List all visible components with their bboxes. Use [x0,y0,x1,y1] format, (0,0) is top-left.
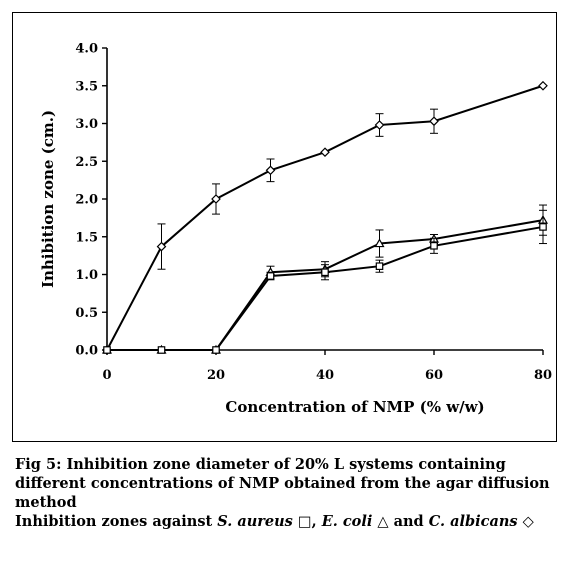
y-tick-label: 3.5 [75,79,98,94]
line-chart: 0.0 0.5 1.0 1.5 2.0 2.5 3.0 3.5 4.0 0 20 40 60 80 In… [39,42,552,417]
series-line-square [107,225,544,351]
y-tick-label: 0.5 [75,306,98,321]
figure-frame: 0.0 0.5 1.0 1.5 2.0 2.5 3.0 3.5 4.0 0 20 40 60 80 In… [12,12,557,442]
marker-square [321,268,329,277]
x-tick-label: 80 [534,368,552,383]
y-tick-label: 4.0 [75,42,98,57]
marker-square [539,223,547,231]
caption-text-a: Inhibition zones against [15,513,218,530]
y-tick-label: 3.0 [75,117,98,132]
y-tick-label: 2.0 [75,193,98,208]
caption-text-b: □, [292,513,322,530]
caption-line-2: different concentrations of NMP obtained… [15,475,550,492]
marker-diamond [211,194,221,204]
series-layer [101,80,549,355]
x-tick-label: 0 [102,368,111,383]
x-axis-label: Concentration of NMP (% w/w) [225,398,484,416]
y-tick-label: 0.0 [75,344,98,359]
marker-diamond [429,116,439,127]
marker-diamond [374,120,385,130]
marker-diamond [265,165,276,176]
caption-organism-s-aureus: S. aureus [217,513,293,530]
marker-square [375,262,384,270]
caption-line-3: method [15,494,77,511]
series-line-diamond [106,84,544,351]
caption-text-d: ◇ [517,513,534,530]
y-ticks: 0.0 0.5 1.0 1.5 2.0 2.5 3.0 3.5 4.0 [75,42,107,359]
caption-line-4: Inhibition zones against S. aureus □, E.… [15,512,555,531]
marker-square [212,346,220,354]
y-axis-label: Inhibition zone (cm.) [39,110,57,288]
x-tick-label: 60 [425,368,443,383]
marker-square [266,272,275,280]
caption-line-1: Fig 5: Inhibition zone diameter of 20% L… [15,456,506,473]
series-line-triangle [107,219,544,351]
x-tick-label: 40 [316,368,334,383]
marker-diamond [320,147,330,158]
marker-diamond [538,80,548,91]
y-tick-label: 1.5 [75,230,98,245]
marker-square [430,242,438,250]
x-tick-label: 20 [207,368,225,383]
y-tick-label: 1.0 [75,268,98,283]
series-square [103,209,547,354]
figure-caption: Fig 5: Inhibition zone diameter of 20% L… [15,455,555,531]
marker-square [157,346,166,354]
caption-text-c: △ and [372,513,429,530]
series-diamond [102,80,548,355]
caption-organism-c-albicans: C. albicans [428,513,518,530]
marker-diamond [156,241,167,252]
marker-triangle [374,238,385,248]
x-ticks: 0 20 40 60 80 [102,350,552,383]
caption-organism-e-coli: E. coli [321,513,373,530]
y-tick-label: 2.5 [75,155,98,170]
axes [106,48,543,351]
marker-square [103,346,111,354]
